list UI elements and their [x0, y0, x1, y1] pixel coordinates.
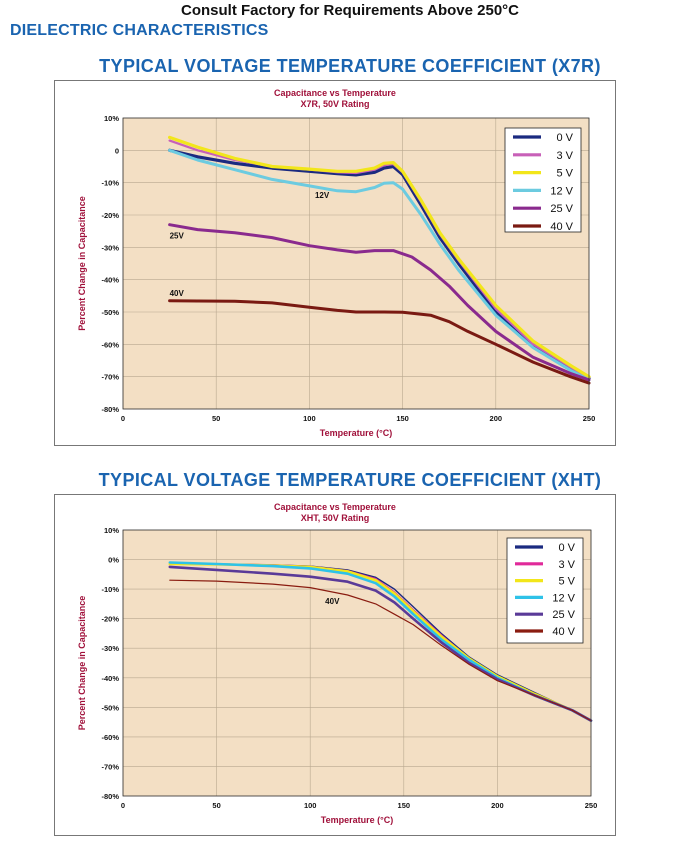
y-tick-label: 0% — [108, 556, 119, 565]
x-tick-label: 50 — [212, 801, 220, 810]
y-tick-label: -60% — [101, 340, 119, 349]
x-tick-label: 0 — [121, 801, 125, 810]
legend-label: 5 V — [558, 576, 575, 588]
section-heading: DIELECTRIC CHARACTERISTICS — [10, 22, 269, 39]
y-tick-label: -80% — [101, 792, 119, 801]
y-tick-label: -10% — [101, 179, 119, 188]
annotation-label: 40V — [325, 597, 340, 606]
x-axis-label: Temperature (°C) — [320, 428, 392, 438]
y-tick-label: -20% — [101, 615, 119, 624]
legend-box — [504, 127, 582, 233]
series-line-5v — [168, 135, 591, 379]
y-tick-label: 0 — [115, 146, 119, 155]
x-tick-label: 0 — [121, 414, 125, 423]
chart-frame-xht: 40V 0 V 3 V 5 V 12 V 25 V 40 V Capacitance vs T… — [54, 494, 616, 836]
legend-label: 0 V — [558, 542, 575, 554]
chart-title: Capacitance vs Temperature — [274, 88, 396, 98]
x-tick-label: 150 — [396, 414, 409, 423]
y-tick-label: -40% — [101, 276, 119, 285]
y-tick-label: -50% — [101, 308, 119, 317]
y-tick-label: -70% — [101, 373, 119, 382]
legend-box — [506, 537, 584, 644]
annotation-label: 12V — [315, 191, 330, 200]
series-line-12v — [168, 148, 591, 382]
legend-label: 3 V — [558, 559, 575, 571]
y-axis-label: Percent Change in Capacitance — [77, 596, 87, 731]
chart-x7r: 12V 25V 40V 0 V 3 V 5 V 12 V 25 V 40 V Capacitanc… — [77, 88, 596, 438]
x-tick-label: 200 — [491, 801, 504, 810]
legend-label: 40 V — [552, 626, 575, 638]
chart-heading-xht: TYPICAL VOLTAGE TEMPERATURE COEFFICIENT … — [98, 470, 602, 490]
chart-title: Capacitance vs Temperature — [274, 502, 396, 512]
x-tick-label: 150 — [398, 801, 411, 810]
series-line-25v — [168, 223, 591, 382]
plot-border — [122, 529, 592, 797]
plot-border — [122, 117, 590, 410]
y-tick-label: -70% — [101, 762, 119, 771]
legend-label: 12 V — [550, 185, 573, 197]
y-tick-label: -60% — [101, 733, 119, 742]
legend-label: 40 V — [550, 221, 573, 233]
y-tick-label: -40% — [101, 674, 119, 683]
annotation-label: 25V — [170, 231, 185, 240]
y-tick-label: -50% — [101, 703, 119, 712]
chart-xht: 40V 0 V 3 V 5 V 12 V 25 V 40 V Capacitance vs T… — [77, 502, 598, 825]
x-tick-label: 50 — [212, 414, 220, 423]
series-line-0v — [168, 148, 591, 380]
y-tick-label: -20% — [101, 211, 119, 220]
x-tick-label: 100 — [304, 801, 317, 810]
top-note: Consult Factory for Requirements Above 2… — [180, 2, 519, 19]
y-tick-label: 10% — [104, 114, 119, 123]
legend-label: 3 V — [556, 150, 573, 162]
chart-heading-x7r: TYPICAL VOLTAGE TEMPERATURE COEFFICIENT … — [99, 56, 601, 76]
annotation-label: 40V — [170, 289, 185, 298]
legend-label: 0 V — [556, 132, 573, 144]
x-axis-label: Temperature (°C) — [321, 815, 393, 825]
legend-label: 12 V — [552, 592, 575, 604]
legend-label: 25 V — [552, 609, 575, 621]
legend-label: 5 V — [556, 168, 573, 180]
chart-subtitle: X7R, 50V Rating — [300, 99, 369, 109]
x-tick-label: 250 — [585, 801, 598, 810]
chart-subtitle: XHT, 50V Rating — [301, 513, 370, 523]
y-tick-label: -30% — [101, 644, 119, 653]
y-tick-label: 10% — [104, 526, 119, 535]
x-tick-label: 100 — [303, 414, 316, 423]
y-tick-label: -10% — [101, 585, 119, 594]
y-axis-label: Percent Change in Capacitance — [77, 196, 87, 331]
series-line-40v — [169, 579, 592, 722]
legend-label: 25 V — [550, 203, 573, 215]
y-tick-label: -30% — [101, 243, 119, 252]
x-tick-label: 250 — [583, 414, 596, 423]
x-tick-label: 200 — [490, 414, 503, 423]
y-tick-label: -80% — [101, 405, 119, 414]
chart-frame-x7r: 12V 25V 40V 0 V 3 V 5 V 12 V 25 V 40 V Capacitanc… — [54, 80, 616, 446]
series-line-40v — [168, 299, 591, 385]
